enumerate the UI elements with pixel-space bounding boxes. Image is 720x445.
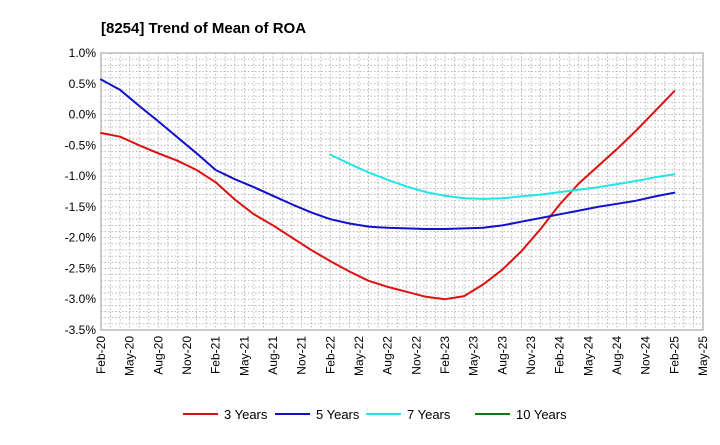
x-tick-label: Nov-20 (180, 336, 194, 375)
chart-title: [8254] Trend of Mean of ROA (101, 20, 306, 37)
x-tick-label: May-20 (123, 336, 137, 376)
y-tick-label: -1.0% (65, 169, 97, 183)
y-tick-label: 0.0% (69, 108, 97, 122)
x-tick-label: May-23 (467, 336, 481, 376)
y-tick-label: -2.5% (65, 261, 97, 275)
legend-label: 5 Years (316, 407, 360, 422)
x-tick-label: Feb-21 (209, 336, 223, 374)
y-tick-label: 1.0% (69, 46, 97, 60)
x-tick-label: Aug-23 (495, 336, 509, 375)
x-tick-label: Nov-24 (639, 336, 653, 375)
x-tick-label: Aug-22 (381, 336, 395, 375)
x-tick-label: Nov-21 (295, 336, 309, 375)
y-tick-label: -3.5% (65, 323, 97, 337)
x-tick-label: Aug-21 (266, 336, 280, 375)
legend-label: 3 Years (224, 407, 268, 422)
series-line-5-years (100, 78, 676, 230)
x-tick-label: Feb-25 (667, 336, 681, 374)
series-layer (100, 78, 676, 301)
axis-layer: 1.0% 0.5% 0.0% -0.5% -1.0% -1.5% -2.0% -2.5% -3.… (65, 46, 710, 376)
x-tick-label: Feb-22 (323, 336, 337, 374)
x-tick-label: May-24 (581, 336, 595, 376)
y-tick-label: -0.5% (65, 138, 97, 152)
x-tick-label: Feb-24 (553, 336, 567, 374)
legend: 3 Years 5 Years 7 Years 10 Years (183, 407, 567, 422)
grid-layer (100, 52, 704, 331)
x-tick-label: Aug-24 (610, 336, 624, 375)
y-tick-label: -1.5% (65, 200, 97, 214)
x-tick-label: May-21 (237, 336, 251, 376)
x-tick-label: Feb-23 (438, 336, 452, 374)
legend-label: 10 Years (516, 407, 567, 422)
series-line-3-years (100, 90, 676, 301)
y-tick-label: -2.0% (65, 231, 97, 245)
x-tick-label: Feb-20 (94, 336, 108, 374)
x-tick-label: Nov-23 (524, 336, 538, 375)
x-tick-label: Nov-22 (409, 336, 423, 375)
y-tick-label: 0.5% (69, 77, 97, 91)
legend-label: 7 Years (407, 407, 451, 422)
series-line-7-years (329, 153, 676, 200)
y-tick-label: -3.0% (65, 292, 97, 306)
plot-frame (100, 52, 704, 331)
x-tick-label: May-22 (352, 336, 366, 376)
x-tick-label: Aug-20 (151, 336, 165, 375)
x-tick-label: May-25 (696, 336, 710, 376)
